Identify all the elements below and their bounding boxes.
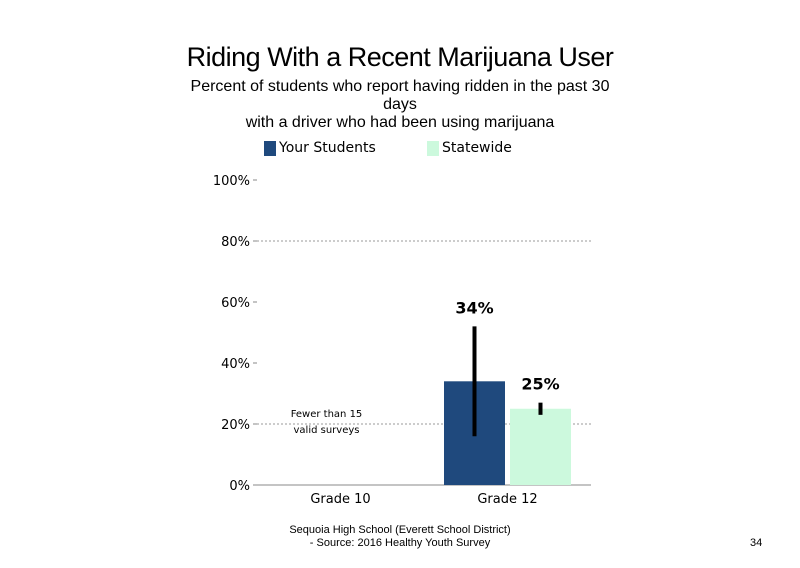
x-tick-label: Grade 12 bbox=[477, 492, 537, 507]
legend-label-statewide: Statewide bbox=[442, 140, 512, 156]
chart-title: Riding With a Recent Marijuana User bbox=[186, 42, 614, 72]
subtitle-line: days bbox=[383, 96, 417, 113]
footer-source-line: - Source: 2016 Healthy Youth Survey bbox=[309, 537, 491, 549]
y-tick-label: 60% bbox=[221, 296, 250, 311]
legend-swatch-your-students bbox=[264, 141, 276, 156]
legend-label-your-students: Your Students bbox=[279, 140, 376, 156]
y-tick-label: 80% bbox=[221, 235, 250, 250]
y-tick-label: 0% bbox=[229, 479, 250, 494]
annotation-text: Fewer than 15 bbox=[291, 409, 363, 420]
annotation-text: valid surveys bbox=[294, 425, 360, 436]
y-tick-label: 40% bbox=[221, 357, 250, 372]
y-tick-label: 20% bbox=[221, 418, 250, 433]
chart-subtitle: Percent of students who report having ri… bbox=[175, 78, 625, 132]
data-label: 25% bbox=[521, 375, 559, 394]
footer-source: Sequoia High School (Everett School Dist… bbox=[240, 524, 560, 550]
y-tick-label: 100% bbox=[213, 174, 250, 189]
bar bbox=[510, 408, 571, 485]
legend-swatch-statewide bbox=[427, 141, 439, 156]
subtitle-line: Percent of students who report having ri… bbox=[190, 78, 610, 95]
footer-school: Sequoia High School (Everett School Dist… bbox=[289, 524, 511, 536]
data-label: 34% bbox=[455, 298, 493, 317]
x-tick-label: Grade 10 bbox=[310, 492, 370, 507]
subtitle-line: with a driver who had been using marijua… bbox=[245, 114, 555, 131]
page-number: 34 bbox=[750, 537, 763, 549]
